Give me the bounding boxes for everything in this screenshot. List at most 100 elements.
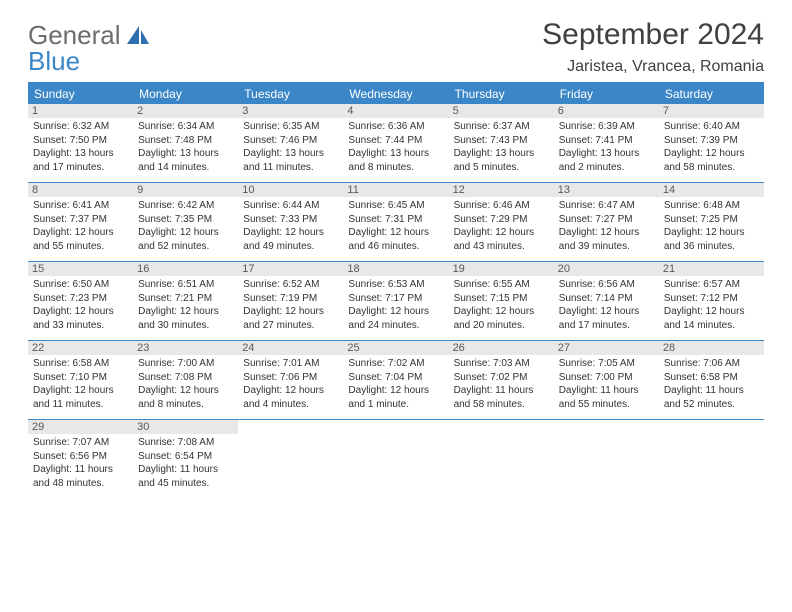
day-details: Sunrise: 6:53 AMSunset: 7:17 PMDaylight:…: [346, 278, 445, 332]
day-cell: 10Sunrise: 6:44 AMSunset: 7:33 PMDayligh…: [238, 183, 343, 261]
weekday-label: Tuesday: [238, 84, 343, 104]
sunrise-text: Sunrise: 6:58 AM: [33, 357, 128, 371]
day-details: Sunrise: 6:51 AMSunset: 7:21 PMDaylight:…: [136, 278, 235, 332]
day-cell: 30Sunrise: 7:08 AMSunset: 6:54 PMDayligh…: [133, 420, 238, 498]
day-details: Sunrise: 6:44 AMSunset: 7:33 PMDaylight:…: [241, 199, 340, 253]
daylight-text: Daylight: 13 hours and 17 minutes.: [33, 147, 128, 174]
logo-text: General Blue: [28, 22, 121, 74]
sunset-text: Sunset: 7:33 PM: [243, 213, 338, 227]
day-cell-empty: [343, 420, 448, 498]
day-cell: 9Sunrise: 6:42 AMSunset: 7:35 PMDaylight…: [133, 183, 238, 261]
daylight-text: Daylight: 13 hours and 11 minutes.: [243, 147, 338, 174]
weekday-label: Thursday: [449, 84, 554, 104]
day-cell: 3Sunrise: 6:35 AMSunset: 7:46 PMDaylight…: [238, 104, 343, 182]
sunrise-text: Sunrise: 6:42 AM: [138, 199, 233, 213]
sunset-text: Sunset: 7:37 PM: [33, 213, 128, 227]
sunrise-text: Sunrise: 6:50 AM: [33, 278, 128, 292]
sunset-text: Sunset: 7:44 PM: [348, 134, 443, 148]
day-details: Sunrise: 6:40 AMSunset: 7:39 PMDaylight:…: [662, 120, 761, 174]
day-details: Sunrise: 6:41 AMSunset: 7:37 PMDaylight:…: [31, 199, 130, 253]
sunset-text: Sunset: 6:58 PM: [664, 371, 759, 385]
day-cell: 22Sunrise: 6:58 AMSunset: 7:10 PMDayligh…: [28, 341, 133, 419]
sunset-text: Sunset: 7:04 PM: [348, 371, 443, 385]
day-number: 22: [28, 341, 133, 355]
sunrise-text: Sunrise: 6:37 AM: [454, 120, 549, 134]
day-number: 26: [449, 341, 554, 355]
day-details: Sunrise: 6:37 AMSunset: 7:43 PMDaylight:…: [452, 120, 551, 174]
sunset-text: Sunset: 7:48 PM: [138, 134, 233, 148]
day-details: Sunrise: 6:45 AMSunset: 7:31 PMDaylight:…: [346, 199, 445, 253]
calendar-week: 15Sunrise: 6:50 AMSunset: 7:23 PMDayligh…: [28, 262, 764, 341]
sunrise-text: Sunrise: 6:41 AM: [33, 199, 128, 213]
day-cell: 19Sunrise: 6:55 AMSunset: 7:15 PMDayligh…: [449, 262, 554, 340]
sunset-text: Sunset: 6:54 PM: [138, 450, 233, 464]
daylight-text: Daylight: 13 hours and 14 minutes.: [138, 147, 233, 174]
day-cell: 7 Sunrise: 6:40 AMSunset: 7:39 PMDaylight…: [659, 104, 764, 182]
daylight-text: Daylight: 12 hours and 14 minutes.: [664, 305, 759, 332]
weekday-label: Wednesday: [343, 84, 448, 104]
day-number: 17: [238, 262, 343, 276]
day-cell: 21Sunrise: 6:57 AMSunset: 7:12 PMDayligh…: [659, 262, 764, 340]
sunrise-text: Sunrise: 7:01 AM: [243, 357, 338, 371]
day-details: Sunrise: 6:47 AMSunset: 7:27 PMDaylight:…: [557, 199, 656, 253]
day-cell: 12Sunrise: 6:46 AMSunset: 7:29 PMDayligh…: [449, 183, 554, 261]
sunset-text: Sunset: 7:15 PM: [454, 292, 549, 306]
day-details: Sunrise: 6:56 AMSunset: 7:14 PMDaylight:…: [557, 278, 656, 332]
day-cell: 28Sunrise: 7:06 AMSunset: 6:58 PMDayligh…: [659, 341, 764, 419]
sunrise-text: Sunrise: 7:08 AM: [138, 436, 233, 450]
day-details: Sunrise: 6:48 AMSunset: 7:25 PMDaylight:…: [662, 199, 761, 253]
day-number: 4: [343, 104, 448, 118]
day-number: 25: [343, 341, 448, 355]
daylight-text: Daylight: 12 hours and 49 minutes.: [243, 226, 338, 253]
sunrise-text: Sunrise: 6:45 AM: [348, 199, 443, 213]
day-cell: 17Sunrise: 6:52 AMSunset: 7:19 PMDayligh…: [238, 262, 343, 340]
day-details: Sunrise: 7:05 AMSunset: 7:00 PMDaylight:…: [557, 357, 656, 411]
sunrise-text: Sunrise: 7:03 AM: [454, 357, 549, 371]
day-details: Sunrise: 6:46 AMSunset: 7:29 PMDaylight:…: [452, 199, 551, 253]
daylight-text: Daylight: 12 hours and 24 minutes.: [348, 305, 443, 332]
day-cell-empty: [554, 420, 659, 498]
day-cell: 15Sunrise: 6:50 AMSunset: 7:23 PMDayligh…: [28, 262, 133, 340]
day-cell: 11Sunrise: 6:45 AMSunset: 7:31 PMDayligh…: [343, 183, 448, 261]
header: General Blue September 2024 Jaristea, Vr…: [28, 18, 764, 76]
day-details: Sunrise: 7:07 AMSunset: 6:56 PMDaylight:…: [31, 436, 130, 490]
day-details: Sunrise: 7:02 AMSunset: 7:04 PMDaylight:…: [346, 357, 445, 411]
sunset-text: Sunset: 7:43 PM: [454, 134, 549, 148]
day-cell: 14Sunrise: 6:48 AMSunset: 7:25 PMDayligh…: [659, 183, 764, 261]
day-number: 20: [554, 262, 659, 276]
daylight-text: Daylight: 13 hours and 8 minutes.: [348, 147, 443, 174]
day-details: Sunrise: 6:50 AMSunset: 7:23 PMDaylight:…: [31, 278, 130, 332]
sunrise-text: Sunrise: 6:39 AM: [559, 120, 654, 134]
day-number: 3: [238, 104, 343, 118]
day-details: Sunrise: 6:57 AMSunset: 7:12 PMDaylight:…: [662, 278, 761, 332]
month-title: September 2024: [542, 18, 764, 52]
daylight-text: Daylight: 11 hours and 45 minutes.: [138, 463, 233, 490]
day-cell-empty: [449, 420, 554, 498]
sunset-text: Sunset: 7:10 PM: [33, 371, 128, 385]
sunset-text: Sunset: 7:17 PM: [348, 292, 443, 306]
sunset-text: Sunset: 7:06 PM: [243, 371, 338, 385]
daylight-text: Daylight: 12 hours and 27 minutes.: [243, 305, 338, 332]
day-details: Sunrise: 6:32 AMSunset: 7:50 PMDaylight:…: [31, 120, 130, 174]
sunset-text: Sunset: 7:14 PM: [559, 292, 654, 306]
logo: General Blue: [28, 18, 151, 74]
sunset-text: Sunset: 7:35 PM: [138, 213, 233, 227]
day-details: Sunrise: 7:00 AMSunset: 7:08 PMDaylight:…: [136, 357, 235, 411]
daylight-text: Daylight: 12 hours and 17 minutes.: [559, 305, 654, 332]
day-number: 1: [28, 104, 133, 118]
day-cell: 26Sunrise: 7:03 AMSunset: 7:02 PMDayligh…: [449, 341, 554, 419]
daylight-text: Daylight: 12 hours and 20 minutes.: [454, 305, 549, 332]
day-number: 6: [554, 104, 659, 118]
logo-word-blue: Blue: [28, 46, 80, 76]
day-number: 9: [133, 183, 238, 197]
daylight-text: Daylight: 12 hours and 39 minutes.: [559, 226, 654, 253]
sunrise-text: Sunrise: 6:47 AM: [559, 199, 654, 213]
day-number: 7: [659, 104, 764, 118]
sunrise-text: Sunrise: 7:02 AM: [348, 357, 443, 371]
sunset-text: Sunset: 7:23 PM: [33, 292, 128, 306]
day-number: 5: [449, 104, 554, 118]
sunset-text: Sunset: 7:39 PM: [664, 134, 759, 148]
sunset-text: Sunset: 7:19 PM: [243, 292, 338, 306]
sunrise-text: Sunrise: 6:32 AM: [33, 120, 128, 134]
day-number: 24: [238, 341, 343, 355]
